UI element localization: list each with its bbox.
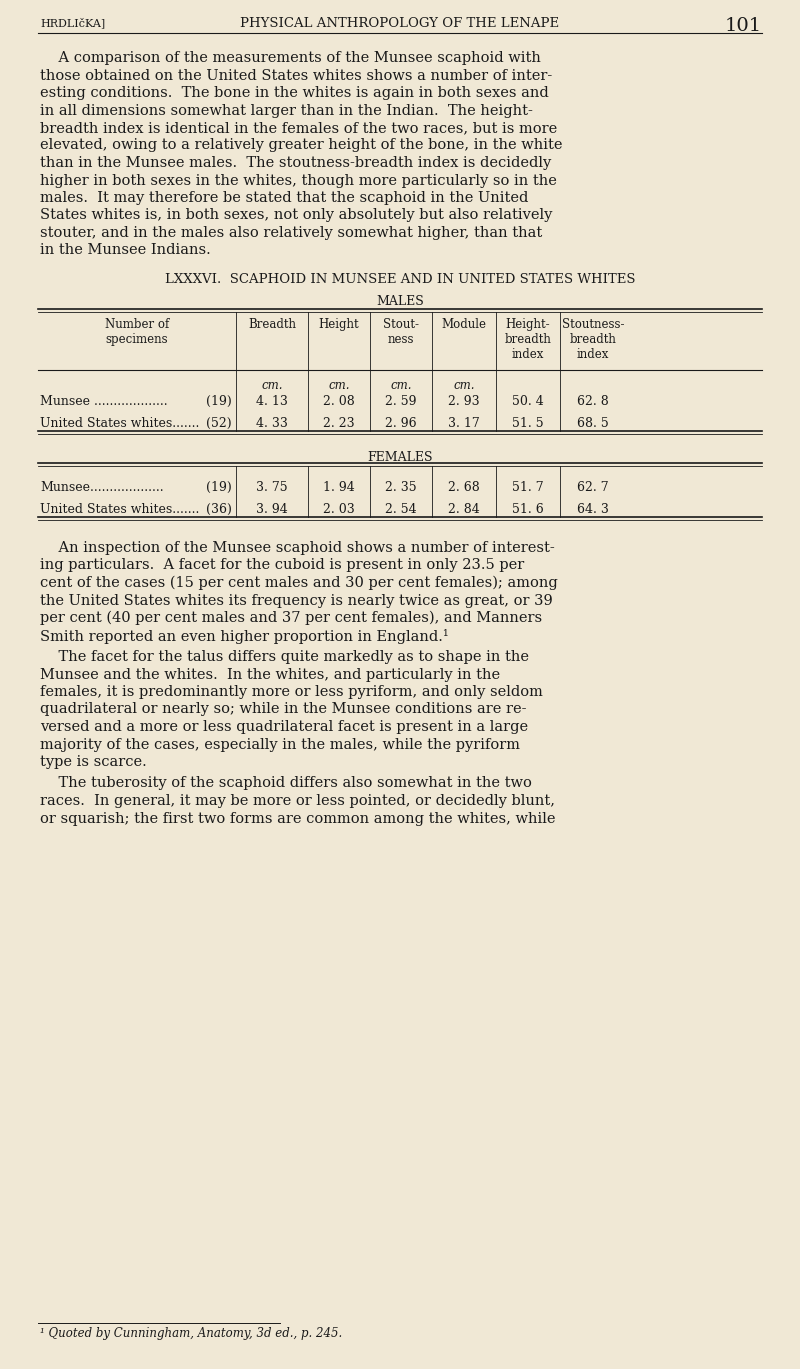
- Text: cm.: cm.: [390, 379, 412, 392]
- Text: elevated, owing to a relatively greater height of the bone, in the white: elevated, owing to a relatively greater …: [40, 138, 562, 152]
- Text: PHYSICAL ANTHROPOLOGY OF THE LENAPE: PHYSICAL ANTHROPOLOGY OF THE LENAPE: [241, 16, 559, 30]
- Text: per cent (40 per cent males and 37 per cent females), and Manners: per cent (40 per cent males and 37 per c…: [40, 611, 542, 626]
- Text: LXXXVI.  SCAPHOID IN MUNSEE AND IN UNITED STATES WHITES: LXXXVI. SCAPHOID IN MUNSEE AND IN UNITED…: [165, 272, 635, 286]
- Text: 51. 6: 51. 6: [512, 502, 544, 516]
- Text: ing particulars.  A facet for the cuboid is present in only 23.5 per: ing particulars. A facet for the cuboid …: [40, 559, 524, 572]
- Text: than in the Munsee males.  The stoutness-breadth index is decidedly: than in the Munsee males. The stoutness-…: [40, 156, 551, 170]
- Text: versed and a more or less quadrilateral facet is present in a large: versed and a more or less quadrilateral …: [40, 720, 528, 734]
- Text: 2. 59: 2. 59: [386, 396, 417, 408]
- Text: Module: Module: [442, 318, 486, 331]
- Text: majority of the cases, especially in the males, while the pyriform: majority of the cases, especially in the…: [40, 738, 520, 752]
- Text: The tuberosity of the scaphoid differs also somewhat in the two: The tuberosity of the scaphoid differs a…: [40, 776, 532, 790]
- Text: Munsee and the whites.  In the whites, and particularly in the: Munsee and the whites. In the whites, an…: [40, 668, 500, 682]
- Text: the United States whites its frequency is nearly twice as great, or 39: the United States whites its frequency i…: [40, 594, 553, 608]
- Text: 1. 94: 1. 94: [323, 481, 355, 494]
- Text: An inspection of the Munsee scaphoid shows a number of interest-: An inspection of the Munsee scaphoid sho…: [40, 541, 554, 554]
- Text: Smith reported an even higher proportion in England.¹: Smith reported an even higher proportion…: [40, 628, 449, 643]
- Text: (19): (19): [206, 396, 232, 408]
- Text: breadth index is identical in the females of the two races, but is more: breadth index is identical in the female…: [40, 120, 558, 136]
- Text: (52): (52): [206, 418, 232, 430]
- Text: The facet for the talus differs quite markedly as to shape in the: The facet for the talus differs quite ma…: [40, 650, 529, 664]
- Text: type is scarce.: type is scarce.: [40, 754, 146, 769]
- Text: 64. 3: 64. 3: [577, 502, 609, 516]
- Text: Number of
specimens: Number of specimens: [105, 318, 169, 346]
- Text: or squarish; the first two forms are common among the whites, while: or squarish; the first two forms are com…: [40, 812, 555, 826]
- Text: stouter, and in the males also relatively somewhat higher, than that: stouter, and in the males also relativel…: [40, 226, 542, 240]
- Text: Height-
breadth
index: Height- breadth index: [505, 318, 551, 361]
- Text: esting conditions.  The bone in the whites is again in both sexes and: esting conditions. The bone in the white…: [40, 86, 549, 100]
- Text: 2. 84: 2. 84: [448, 502, 480, 516]
- Text: quadrilateral or nearly so; while in the Munsee conditions are re-: quadrilateral or nearly so; while in the…: [40, 702, 526, 716]
- Text: higher in both sexes in the whites, though more particularly so in the: higher in both sexes in the whites, thou…: [40, 174, 557, 188]
- Text: FEMALES: FEMALES: [367, 450, 433, 464]
- Text: 101: 101: [725, 16, 762, 36]
- Text: Stoutness-
breadth
index: Stoutness- breadth index: [562, 318, 624, 361]
- Text: in the Munsee Indians.: in the Munsee Indians.: [40, 244, 210, 257]
- Text: MALES: MALES: [376, 294, 424, 308]
- Text: 2. 23: 2. 23: [323, 418, 355, 430]
- Text: States whites is, in both sexes, not only absolutely but also relatively: States whites is, in both sexes, not onl…: [40, 208, 552, 223]
- Text: 62. 8: 62. 8: [577, 396, 609, 408]
- Text: those obtained on the United States whites shows a number of inter-: those obtained on the United States whit…: [40, 68, 552, 82]
- Text: cm.: cm.: [454, 379, 474, 392]
- Text: cm.: cm.: [328, 379, 350, 392]
- Text: cm.: cm.: [262, 379, 282, 392]
- Text: 4. 13: 4. 13: [256, 396, 288, 408]
- Text: 51. 7: 51. 7: [512, 481, 544, 494]
- Text: Munsee...................: Munsee...................: [40, 481, 164, 494]
- Text: United States whites.......: United States whites.......: [40, 502, 199, 516]
- Text: Munsee ...................: Munsee ...................: [40, 396, 168, 408]
- Text: A comparison of the measurements of the Munsee scaphoid with: A comparison of the measurements of the …: [40, 51, 541, 64]
- Text: United States whites.......: United States whites.......: [40, 418, 199, 430]
- Text: 3. 75: 3. 75: [256, 481, 288, 494]
- Text: (19): (19): [206, 481, 232, 494]
- Text: 4. 33: 4. 33: [256, 418, 288, 430]
- Text: Breadth: Breadth: [248, 318, 296, 331]
- Text: HRDLIčKA]: HRDLIčKA]: [40, 16, 106, 27]
- Text: 51. 5: 51. 5: [512, 418, 544, 430]
- Text: 2. 08: 2. 08: [323, 396, 355, 408]
- Text: 2. 93: 2. 93: [448, 396, 480, 408]
- Text: Height: Height: [318, 318, 359, 331]
- Text: females, it is predominantly more or less pyriform, and only seldom: females, it is predominantly more or les…: [40, 684, 543, 700]
- Text: races.  In general, it may be more or less pointed, or decidedly blunt,: races. In general, it may be more or les…: [40, 794, 555, 808]
- Text: cent of the cases (15 per cent males and 30 per cent females); among: cent of the cases (15 per cent males and…: [40, 576, 558, 590]
- Text: (36): (36): [206, 502, 232, 516]
- Text: ¹ Quoted by Cunningham, Anatomy, 3d ed., p. 245.: ¹ Quoted by Cunningham, Anatomy, 3d ed.,…: [40, 1327, 342, 1340]
- Text: 3. 17: 3. 17: [448, 418, 480, 430]
- Text: 2. 68: 2. 68: [448, 481, 480, 494]
- Text: 2. 03: 2. 03: [323, 502, 355, 516]
- Text: 2. 54: 2. 54: [385, 502, 417, 516]
- Text: 3. 94: 3. 94: [256, 502, 288, 516]
- Text: 2. 35: 2. 35: [385, 481, 417, 494]
- Text: males.  It may therefore be stated that the scaphoid in the United: males. It may therefore be stated that t…: [40, 192, 528, 205]
- Text: in all dimensions somewhat larger than in the Indian.  The height-: in all dimensions somewhat larger than i…: [40, 104, 533, 118]
- Text: 68. 5: 68. 5: [577, 418, 609, 430]
- Text: Stout-
ness: Stout- ness: [383, 318, 419, 346]
- Text: 50. 4: 50. 4: [512, 396, 544, 408]
- Text: 2. 96: 2. 96: [385, 418, 417, 430]
- Text: 62. 7: 62. 7: [577, 481, 609, 494]
